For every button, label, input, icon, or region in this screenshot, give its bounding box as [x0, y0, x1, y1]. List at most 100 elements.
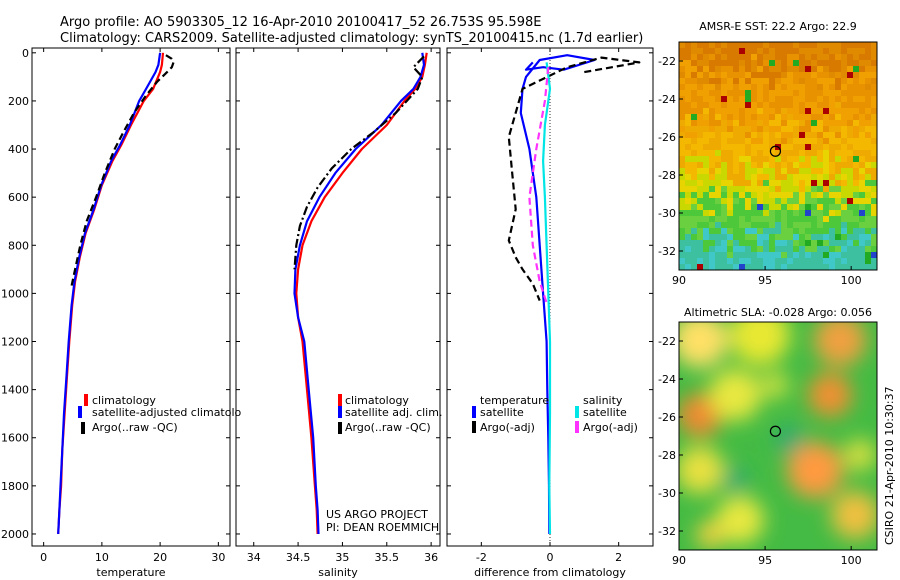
- sst-cell: [757, 156, 764, 163]
- sst-cell: [787, 96, 794, 103]
- sst-cell: [853, 126, 860, 133]
- sst-cell: [727, 246, 734, 253]
- sst-cell: [715, 216, 722, 223]
- sst-cell: [709, 120, 716, 127]
- sst-cell: [811, 240, 818, 247]
- sst-cell: [811, 210, 818, 217]
- sst-cell: [853, 138, 860, 145]
- sst-cell: [745, 186, 752, 193]
- sst-cell: [805, 216, 812, 223]
- sst-cell: [793, 108, 800, 115]
- legend-swatch-sal-argo: [575, 421, 579, 433]
- sst-cell: [715, 168, 722, 175]
- sst-cell: [859, 132, 866, 139]
- sst-cell: [841, 132, 848, 139]
- sst-cell: [805, 54, 812, 61]
- sst-cell: [679, 216, 686, 223]
- sst-cell: [841, 60, 848, 67]
- sst-cell: [841, 84, 848, 91]
- sst-cell: [685, 138, 692, 145]
- sst-cell: [859, 246, 866, 253]
- sst-cell: [757, 102, 764, 109]
- sst-cell: [853, 108, 860, 115]
- sst-cell: [799, 168, 806, 175]
- sst-cell: [715, 114, 722, 121]
- sst-cell: [715, 66, 722, 73]
- sst-cell: [691, 48, 698, 55]
- sst-cell: [829, 126, 836, 133]
- sst-cell: [865, 186, 872, 193]
- sst-cell: [835, 252, 842, 259]
- sst-cell: [865, 150, 872, 157]
- sst-cell: [763, 48, 770, 55]
- sst-cell: [721, 48, 728, 55]
- sst-cell: [763, 96, 770, 103]
- sst-cell: [817, 252, 824, 259]
- sst-cell: [835, 174, 842, 181]
- sst-cell: [823, 66, 830, 73]
- sst-cell: [739, 96, 746, 103]
- sst-cell: [793, 222, 800, 229]
- sst-cell: [775, 234, 782, 241]
- sst-cell: [859, 84, 866, 91]
- sst-cell: [745, 162, 752, 169]
- sst-cell: [739, 246, 746, 253]
- sst-cell: [865, 216, 872, 223]
- sst-cell: [799, 198, 806, 205]
- sst-cell: [787, 228, 794, 235]
- sst-cell: [847, 258, 854, 265]
- sst-cell: [835, 72, 842, 79]
- sst-cell: [775, 66, 782, 73]
- sst-cell: [811, 216, 818, 223]
- sst-cell: [691, 72, 698, 79]
- sst-cell: [853, 84, 860, 91]
- sst-cell: [841, 168, 848, 175]
- sst-cell: [787, 114, 794, 121]
- sst-cell: [871, 192, 877, 199]
- sst-cell: [829, 42, 836, 49]
- sst-map-axes: 90 95 100 -22 -24 -26 -28 -30 -32: [658, 55, 862, 287]
- sst-cell: [703, 138, 710, 145]
- sst-cell: [829, 96, 836, 103]
- sst-cell: [871, 228, 877, 235]
- sst-cell: [859, 66, 866, 73]
- sst-cell: [865, 120, 872, 127]
- sst-cell: [691, 66, 698, 73]
- sst-cell: [715, 198, 722, 205]
- sst-cell: [703, 264, 710, 270]
- sst-cell: [679, 72, 686, 79]
- sst-cell: [817, 168, 824, 175]
- sst-cell: [721, 66, 728, 73]
- sst-cell: [871, 186, 877, 193]
- sst-cell: [847, 114, 854, 121]
- series-line-argo-raw-qc-: [69, 54, 175, 289]
- sst-cell: [835, 264, 842, 270]
- sst-cell: [733, 168, 740, 175]
- sst-cell: [739, 84, 746, 91]
- sst-cell: [703, 240, 710, 247]
- sst-cell: [769, 90, 776, 97]
- sst-cell: [721, 138, 728, 145]
- sst-cell: [841, 54, 848, 61]
- sst-cell: [781, 198, 788, 205]
- sst-cell: [739, 42, 746, 49]
- sst-cell: [679, 144, 686, 151]
- sst-cell: [871, 264, 877, 270]
- sst-cell: [769, 72, 776, 79]
- legend-swatch-climatology: [338, 394, 342, 406]
- sst-cell: [733, 222, 740, 229]
- sst-cell: [871, 72, 877, 79]
- sst-cell: [787, 192, 794, 199]
- sst-cell: [805, 150, 812, 157]
- sst-cell: [721, 54, 728, 61]
- sst-cell: [697, 138, 704, 145]
- sst-cell: [847, 216, 854, 223]
- sst-cell: [799, 126, 806, 133]
- sst-cell: [841, 204, 848, 211]
- sst-cell: [847, 156, 854, 163]
- sst-cell: [799, 84, 806, 91]
- sst-cell: [739, 174, 746, 181]
- sst-cell: [865, 204, 872, 211]
- sst-cell: [697, 258, 704, 265]
